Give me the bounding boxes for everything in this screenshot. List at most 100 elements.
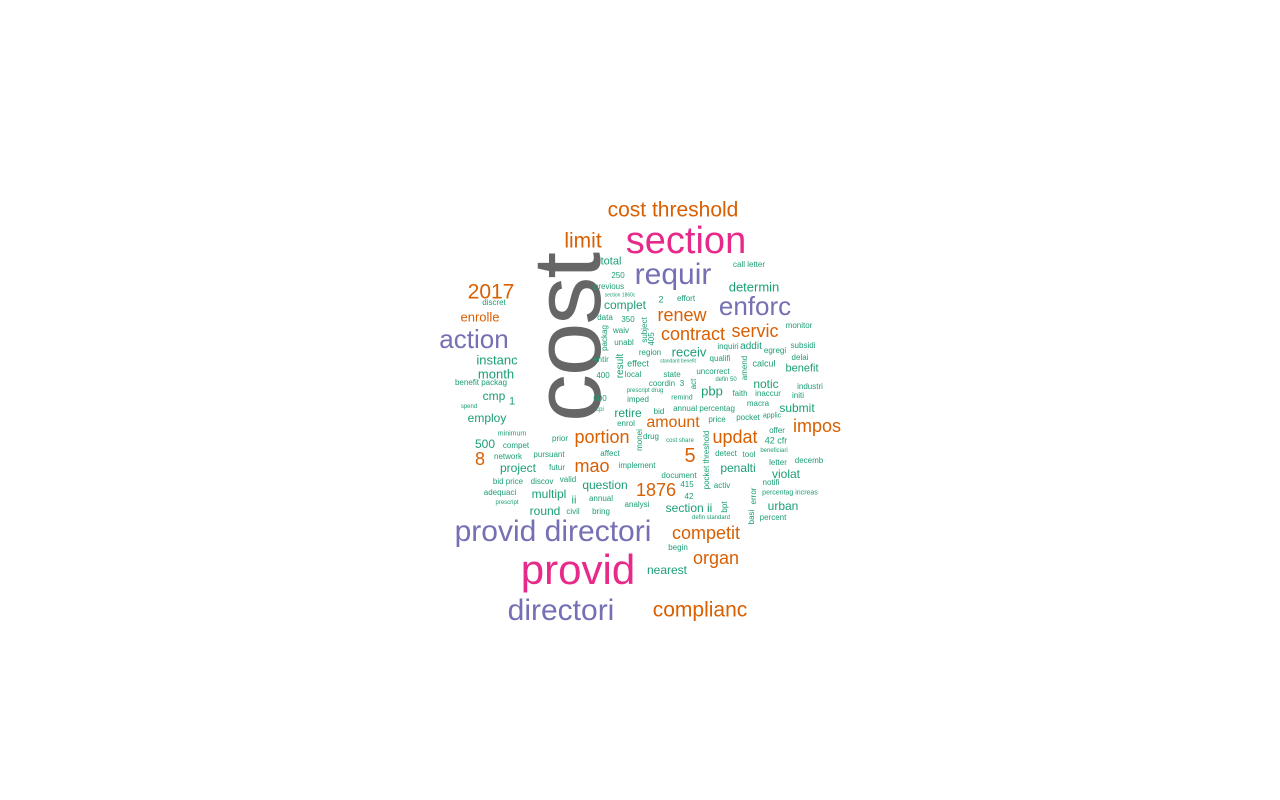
word-document: document (661, 471, 697, 480)
word-415: 415 (680, 480, 694, 489)
word-round: round (529, 504, 561, 518)
word-egregi: egregi (763, 346, 787, 355)
word-ii: ii (571, 494, 577, 507)
word-civil: civil (566, 507, 580, 516)
word-discov: discov (530, 477, 554, 486)
word-remind: remind (671, 394, 693, 402)
word-inaccur: inaccur (755, 389, 781, 398)
word-defin-50: defin 50 (715, 377, 737, 383)
word-standard-benefit: standard benefit (660, 358, 696, 365)
word-directori: directori (507, 594, 615, 627)
word-organ: organ (692, 548, 740, 568)
word-pursuant: pursuant (533, 450, 565, 459)
word-subsidi: subsidi (790, 341, 816, 350)
word-employ: employ (467, 411, 507, 425)
word-discret: discret (482, 298, 506, 307)
word-project: project (499, 461, 537, 475)
word-8: 8 (474, 449, 486, 469)
word-submit: submit (779, 401, 815, 415)
word-bring: bring (592, 507, 610, 516)
word-effect: effect (627, 358, 649, 369)
word-prior: prior (551, 434, 569, 443)
word-tool: tool (742, 450, 756, 459)
word-drug: drug (642, 432, 660, 441)
word-provid-directori: provid directori (454, 515, 652, 548)
word-section: section (625, 220, 747, 262)
word-determin: determin (728, 279, 780, 295)
word-coordin: coordin (648, 379, 676, 388)
word-question: question (582, 478, 628, 492)
word-packag: packag (600, 325, 609, 351)
word-percent: percent (759, 513, 787, 522)
word-impos: impos (792, 416, 842, 436)
word-spend: spend (460, 404, 478, 410)
word-42: 42 (684, 492, 694, 501)
word-previous: previous (593, 282, 625, 291)
word-begin: begin (668, 543, 688, 552)
word-valid: valid (559, 475, 577, 484)
word-delai: delai (791, 353, 809, 362)
word-renew: renew (657, 305, 707, 325)
word-3: 3 (679, 379, 685, 388)
word-defin-standard: defin standard (691, 515, 731, 521)
word-addit: addit (740, 341, 762, 352)
word-activ: activ (713, 481, 731, 490)
word-letter: letter (769, 458, 787, 467)
word-urban: urban (767, 499, 799, 513)
word-month: month (477, 366, 515, 382)
word-cost-share: cost share (666, 438, 694, 444)
word-prescript: prescript (495, 500, 519, 506)
word-violat: violat (771, 467, 801, 481)
word-detect: detect (715, 449, 737, 458)
word-pbp: pbp (701, 383, 723, 399)
word-total: total (600, 255, 622, 268)
word-400: 400 (596, 371, 610, 380)
word-benefit-packag: benefit packag (454, 378, 508, 387)
word-portion: portion (574, 427, 630, 447)
word-percentag-increas: percentag increas (762, 489, 818, 497)
word-waiv: waiv (612, 326, 630, 335)
word-implement: implement (618, 461, 656, 470)
word-notic: notic (753, 377, 779, 391)
word-amount: amount (646, 414, 700, 431)
word-state: state (663, 370, 681, 379)
word-receiv: receiv (671, 344, 707, 360)
word-calcul: calcul (752, 358, 776, 369)
word-analysi: analysi (624, 500, 650, 509)
word-industri: industri (797, 382, 823, 391)
word-500: 500 (474, 437, 496, 451)
word-42-cfr: 42 cfr (764, 435, 788, 446)
word-2017: 2017 (467, 280, 515, 304)
word-bpt: bpt (720, 501, 729, 513)
word-competit: competit (671, 523, 741, 543)
word-complianc: complianc (652, 598, 748, 622)
word-local: local (624, 370, 642, 379)
word-1: 1 (508, 395, 516, 408)
word-requir: requir (634, 258, 712, 291)
word-complet: complet (603, 298, 647, 312)
word-network: network (493, 452, 523, 461)
word-cmp: cmp (482, 389, 506, 403)
word-enrolle: enrolle (460, 309, 500, 325)
word-effort: effort (676, 294, 696, 303)
word-nearest: nearest (646, 563, 688, 577)
word-entir: entir (593, 355, 609, 364)
word-limit: limit (564, 229, 602, 253)
word-macra: macra (746, 399, 770, 408)
word-compet: compet (502, 441, 530, 450)
word-annual-percentag: annual percentag (673, 404, 735, 413)
word-imped: imped (627, 395, 649, 404)
word-initi: initi (791, 391, 805, 400)
word-minimum: minimum (497, 430, 527, 438)
word-section-1860c: section 1860c (604, 292, 636, 299)
word-section-ii: section ii (665, 501, 713, 515)
word-applic: applic (762, 412, 782, 420)
word-405: 405 (647, 332, 656, 346)
word-beneficiari: beneficiari (760, 448, 788, 454)
word-multipl: multipl (531, 487, 567, 501)
word-basi: basi (747, 509, 756, 525)
word-1876: 1876 (635, 480, 677, 500)
word-provid: provid (520, 546, 636, 593)
word-enrol: enrol (617, 419, 635, 428)
